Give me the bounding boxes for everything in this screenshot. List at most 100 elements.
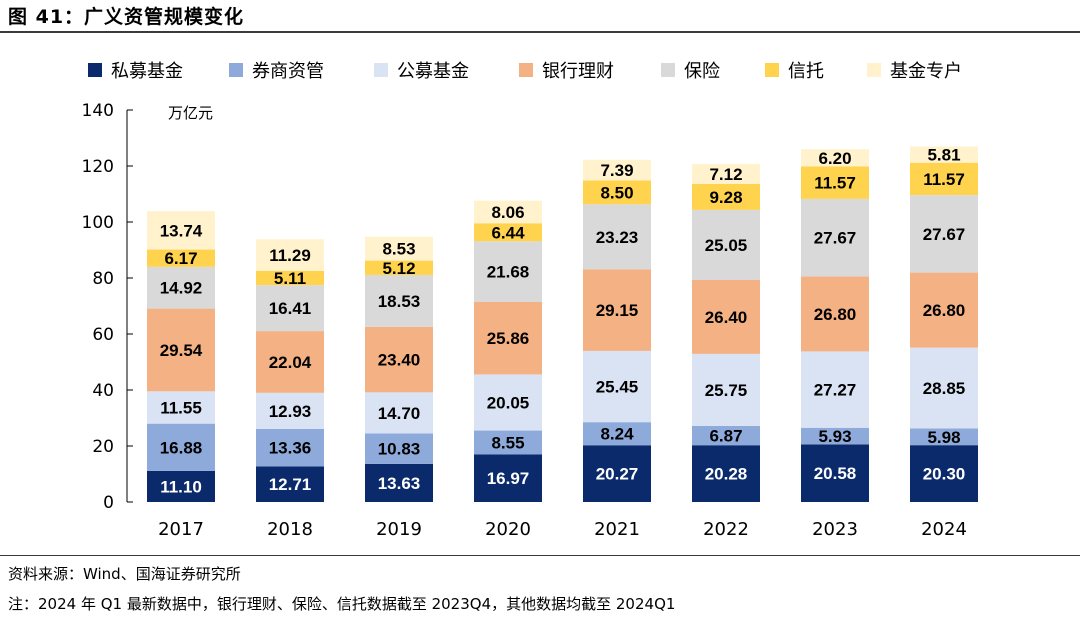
bar-segment: [583, 422, 651, 446]
y-tick-label: 100: [82, 213, 114, 233]
bar-segment: [474, 200, 542, 224]
bar-segment: [256, 429, 324, 467]
bar-segment: [801, 149, 869, 167]
bottom-divider: [0, 555, 1080, 556]
bar-segment: [147, 266, 215, 309]
bar-segment: [910, 146, 978, 163]
bar-segment: [583, 350, 651, 423]
bar-segment: [583, 204, 651, 270]
data-label: 11.57: [814, 174, 856, 193]
data-label: 26.80: [923, 301, 966, 320]
bar-segment: [910, 195, 978, 273]
y-tick-label: 40: [92, 381, 114, 401]
data-label: 20.30: [923, 465, 966, 484]
bar-segment: [256, 270, 324, 286]
bar-segment: [583, 445, 651, 502]
data-label: 13.74: [160, 221, 203, 240]
bar-segment: [910, 347, 978, 429]
bar-segment: [692, 209, 760, 280]
bar-segment: [365, 236, 433, 261]
data-label: 11.57: [923, 170, 965, 189]
footnote: 注：2024 年 Q1 最新数据中，银行理财、保险、信托数据截至 2023Q4，…: [8, 595, 676, 613]
data-label: 27.67: [923, 225, 966, 244]
legend-swatch: [867, 63, 881, 77]
bar-segment: [910, 428, 978, 446]
y-tick-label: 60: [92, 325, 114, 345]
data-label: 22.04: [269, 353, 312, 372]
data-label: 6.44: [491, 223, 525, 242]
unit-label: 万亿元: [168, 104, 213, 122]
data-label: 20.05: [487, 393, 530, 412]
x-tick-label: 2023: [812, 519, 858, 540]
bar-segment: [692, 183, 760, 210]
y-tick-label: 120: [82, 157, 114, 177]
y-tick-label: 80: [92, 269, 114, 289]
bar-segment: [365, 392, 433, 434]
bar-segment: [801, 166, 869, 199]
bar-segment: [256, 392, 324, 430]
data-label: 5.81: [927, 146, 960, 165]
bar-segment: [692, 279, 760, 354]
y-tick-label: 20: [92, 437, 114, 457]
bar-segment: [147, 249, 215, 267]
legend-swatch: [661, 63, 675, 77]
bar-segment: [801, 427, 869, 445]
data-label: 6.20: [818, 149, 851, 168]
data-label: 20.27: [596, 465, 639, 484]
y-tick-label: 0: [103, 493, 114, 513]
stacked-bar-chart: 私募基金 券商资管 公募基金 银行理财 保险 信托 基金专户 0 20 40 60 80 100 120…: [82, 61, 978, 540]
bar-segment: [365, 433, 433, 464]
data-label: 12.93: [269, 402, 312, 421]
x-tick-label: 2024: [921, 519, 967, 540]
data-label: 5.98: [927, 428, 960, 447]
data-label: 23.23: [596, 228, 639, 247]
bar-segment: [583, 159, 651, 181]
bar-segment: [256, 331, 324, 393]
data-label: 11.55: [160, 398, 202, 417]
bar-segment: [692, 425, 760, 446]
legend-label: 银行理财: [542, 61, 614, 82]
bars: 11.10 16.88 11.55 29.54 14.92 6.17 13.74 12.71 1…: [147, 146, 978, 502]
data-label: 9.28: [709, 188, 742, 207]
bar-segment: [801, 276, 869, 352]
legend-swatch: [519, 63, 533, 77]
data-label: 11.29: [269, 246, 311, 265]
bar-segment: [147, 423, 215, 471]
legend-label: 信托: [788, 61, 824, 82]
bar-segment: [474, 223, 542, 242]
bar-segment: [910, 445, 978, 502]
data-label: 8.53: [382, 240, 415, 259]
bar-segment: [365, 463, 433, 502]
legend-label: 保险: [684, 61, 720, 82]
bar-segment: [474, 241, 542, 302]
data-label: 27.67: [814, 229, 857, 248]
legend-swatch: [88, 63, 102, 77]
x-tick-label: 2019: [376, 519, 422, 540]
bar-segment: [256, 285, 324, 332]
figure-title: 图 41：广义资管规模变化: [8, 6, 245, 28]
data-label: 16.88: [160, 438, 203, 457]
data-label: 25.45: [596, 378, 639, 397]
bar-segment: [583, 269, 651, 351]
x-tick-label: 2022: [703, 519, 749, 540]
bar-segment: [474, 374, 542, 431]
data-label: 27.27: [814, 381, 857, 400]
data-label: 20.28: [705, 465, 748, 484]
data-label: 28.85: [923, 379, 966, 398]
legend-label: 公募基金: [397, 61, 469, 82]
data-label: 6.17: [164, 249, 197, 268]
bar-segment: [365, 274, 433, 327]
bar-segment: [147, 391, 215, 424]
legend-swatch: [765, 63, 779, 77]
bar-segment: [147, 211, 215, 250]
bar-segment: [474, 430, 542, 455]
top-divider: [0, 31, 1080, 33]
data-label: 13.63: [378, 474, 421, 493]
data-label: 8.06: [491, 203, 524, 222]
data-label: 14.70: [378, 404, 421, 423]
bar-segment: [147, 470, 215, 502]
data-label: 26.40: [705, 308, 748, 327]
bar-segment: [365, 326, 433, 393]
bar-segment: [583, 180, 651, 205]
source-note: 资料来源：Wind、国海证券研究所: [8, 565, 241, 583]
